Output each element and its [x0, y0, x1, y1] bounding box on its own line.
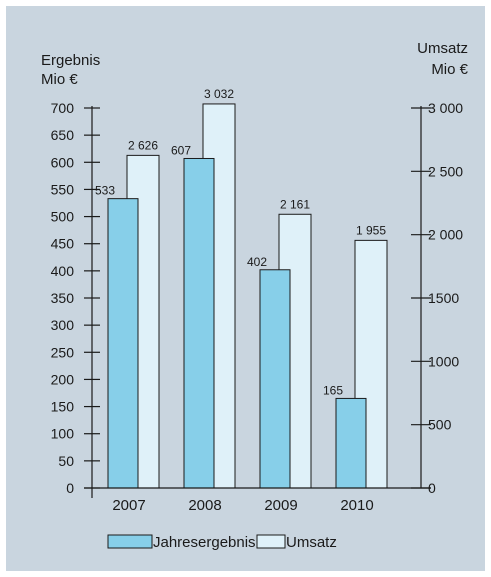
axes-layer [84, 106, 431, 498]
left-tick-label-550: 550 [51, 181, 75, 197]
left-tick-label-100: 100 [51, 426, 75, 442]
bar-jahresergebnis-2007 [107, 198, 139, 489]
bar-jahresergebnis-2009 [259, 269, 291, 489]
value-label-umsatz-2008: 3 032 [204, 87, 234, 101]
value-label-umsatz-2007: 2 626 [128, 138, 158, 152]
category-label-2008: 2008 [188, 497, 221, 514]
left-tick-label-700: 700 [51, 100, 75, 116]
value-label-jahresergebnis-2007: 533 [95, 184, 115, 198]
left-tick-label-400: 400 [51, 263, 75, 279]
value-label-jahresergebnis-2010: 165 [323, 383, 343, 397]
left-axis-title-line2: Mio € [41, 71, 78, 88]
right-axis-title-line2: Mio € [431, 61, 468, 78]
left-tick-label-600: 600 [51, 154, 75, 170]
left-tick-label-150: 150 [51, 399, 75, 415]
bars-layer [107, 103, 388, 489]
value-label-umsatz-2009: 2 161 [280, 197, 310, 211]
category-label-2009: 2009 [264, 497, 297, 514]
bar-jahresergebnis-2010 [335, 397, 367, 489]
right-tick-label-2500: 2 500 [428, 163, 463, 179]
right-tick-label-0: 0 [428, 480, 436, 496]
right-tick-label-1000: 1000 [428, 353, 459, 369]
left-tick-label-50: 50 [58, 453, 74, 469]
left-tick-label-350: 350 [51, 290, 75, 306]
right-tick-label-500: 500 [428, 417, 452, 433]
left-tick-label-300: 300 [51, 317, 75, 333]
category-label-2007: 2007 [112, 497, 145, 514]
left-tick-label-200: 200 [51, 371, 75, 387]
right-tick-label-2000: 2 000 [428, 227, 463, 243]
left-tick-label-250: 250 [51, 344, 75, 360]
left-tick-label-500: 500 [51, 209, 75, 225]
left-axis-title-line1: Ergebnis [41, 52, 100, 69]
left-tick-label-650: 650 [51, 127, 75, 143]
legend-swatch-jahresergebnis [107, 534, 153, 549]
bar-jahresergebnis-2008 [183, 157, 215, 489]
legend-label-jahresergebnis: Jahresergebnis [153, 534, 256, 551]
legend-label-umsatz: Umsatz [286, 534, 337, 551]
left-tick-label-0: 0 [66, 480, 74, 496]
left-axis-title: Ergebnis Mio € [41, 52, 100, 88]
chart-panel [6, 6, 485, 571]
value-label-umsatz-2010: 1 955 [356, 223, 386, 237]
right-tick-label-1500: 1500 [428, 290, 459, 306]
left-tick-label-450: 450 [51, 236, 75, 252]
value-label-jahresergebnis-2008: 607 [171, 143, 191, 157]
right-axis-title-line1: Umsatz [417, 40, 468, 57]
value-label-jahresergebnis-2009: 402 [247, 255, 267, 269]
labels-layer: 533 2 626 2007 607 3 032 2008 402 2 161 2009 165 1… [51, 87, 464, 514]
right-tick-label-3000: 3 000 [428, 100, 463, 116]
right-axis-title: Umsatz Mio € [417, 40, 468, 78]
legend: Jahresergebnis Umsatz [107, 534, 337, 551]
category-label-2010: 2010 [340, 497, 373, 514]
legend-swatch-umsatz [256, 534, 286, 549]
